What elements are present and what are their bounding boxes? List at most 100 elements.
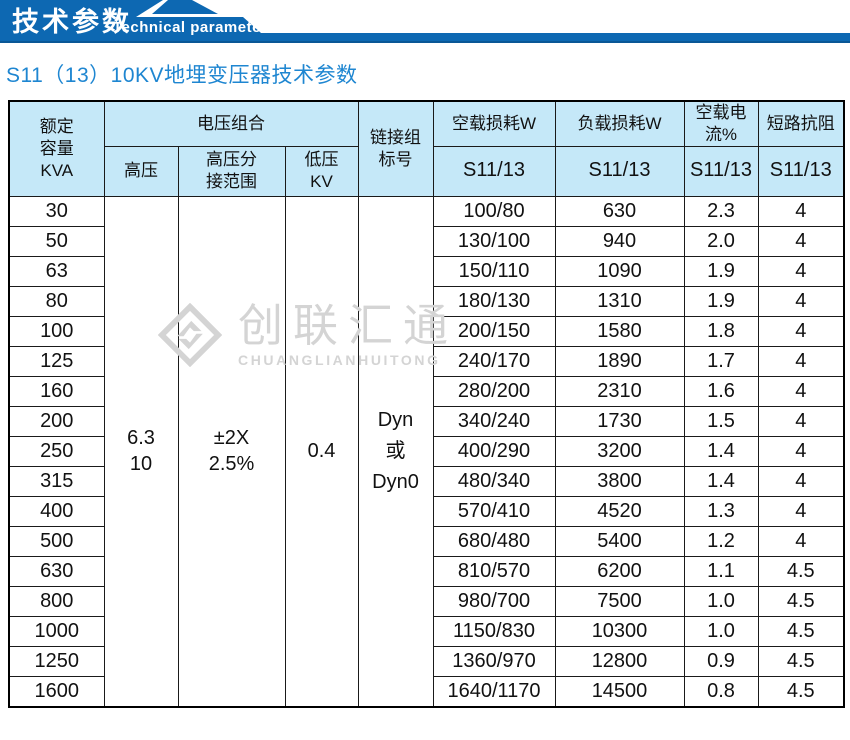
cell-impedance: 4.5 — [757, 555, 845, 587]
cell-kva: 125 — [8, 345, 105, 377]
header-row-1: 额定 容量 KVA 电压组合 链接组 标号 空载损耗W 负载损耗W 空载电流% … — [8, 100, 845, 197]
cell-no-load-current: 1.0 — [683, 615, 759, 647]
table-row: 500 680/480 5400 1.2 4 — [8, 525, 845, 557]
cell-no-load-current: 1.9 — [683, 255, 759, 287]
table-row: 80 180/130 1310 1.9 4 — [8, 285, 845, 317]
cell-kva: 63 — [8, 255, 105, 287]
banner-ribbon: 技术参数 Technical parameter — [0, 0, 850, 43]
header-voltage-combo: 电压组合 — [103, 100, 359, 147]
cell-kva: 1600 — [8, 675, 105, 707]
cell-impedance: 4 — [757, 345, 845, 377]
cell-kva: 500 — [8, 525, 105, 557]
table-row: 50 130/100 940 2.0 4 — [8, 225, 845, 257]
header-short-circuit: 短路抗阻 — [757, 100, 845, 147]
cell-no-load-current: 2.0 — [683, 225, 759, 257]
cell-load-loss: 12800 — [554, 645, 685, 677]
cell-load-loss: 3200 — [554, 435, 685, 467]
header-model-3: S11/13 — [683, 145, 759, 197]
table-row: 63 150/110 1090 1.9 4 — [8, 255, 845, 287]
header-model-2: S11/13 — [554, 145, 685, 197]
header-row-2: 高压 高压分 接范围 低压 KV S11/13 S11/13 S11/13 S1… — [9, 145, 845, 197]
cell-no-load-current: 1.4 — [683, 435, 759, 467]
cell-no-load-current: 1.3 — [683, 495, 759, 527]
table-row: 30 6.3 10 ±2X 2.5% 0.4 Dyn 或 Dyn0 100/80… — [8, 195, 845, 707]
cell-load-loss: 7500 — [554, 585, 685, 617]
table-row: 630 810/570 6200 1.1 4.5 — [8, 555, 845, 587]
cell-load-loss: 1310 — [554, 285, 685, 317]
header-model-4: S11/13 — [757, 145, 845, 197]
cell-kva: 250 — [8, 435, 105, 467]
cell-no-load-loss: 130/100 — [432, 225, 556, 257]
cell-impedance: 4.5 — [757, 615, 845, 647]
cell-impedance: 4 — [757, 435, 845, 467]
cell-no-load-current: 1.9 — [683, 285, 759, 317]
cell-impedance: 4 — [757, 255, 845, 287]
cell-impedance: 4 — [757, 225, 845, 257]
cell-no-load-loss: 150/110 — [432, 255, 556, 287]
cell-no-load-loss: 240/170 — [432, 345, 556, 377]
cell-kva: 400 — [8, 495, 105, 527]
header-model-1: S11/13 — [432, 145, 556, 197]
cell-load-loss: 1730 — [554, 405, 685, 437]
cell-no-load-loss: 280/200 — [432, 375, 556, 407]
cell-no-load-loss: 1640/1170 — [432, 675, 556, 707]
header-capacity: 额定 容量 KVA — [8, 100, 105, 197]
cell-impedance: 4 — [757, 315, 845, 347]
cell-no-load-loss: 200/150 — [432, 315, 556, 347]
header-lv: 低压 KV — [284, 145, 359, 197]
cell-no-load-loss: 980/700 — [432, 585, 556, 617]
cell-kva: 1000 — [8, 615, 105, 647]
cell-no-load-loss: 340/240 — [432, 405, 556, 437]
table-row: 800 980/700 7500 1.0 4.5 — [8, 585, 845, 617]
table-row: 200 340/240 1730 1.5 4 — [8, 405, 845, 437]
cell-kva: 30 — [8, 195, 105, 227]
cell-no-load-loss: 1150/830 — [432, 615, 556, 647]
header-no-load-loss: 空载损耗W — [432, 100, 556, 147]
banner: 技术参数 Technical parameter — [0, 0, 850, 46]
cell-kva: 315 — [8, 465, 105, 497]
cell-lv-merged: 0.4 — [284, 195, 359, 707]
cell-impedance: 4 — [757, 195, 845, 227]
cell-impedance: 4 — [757, 285, 845, 317]
cell-load-loss: 1890 — [554, 345, 685, 377]
cell-no-load-loss: 1360/970 — [432, 645, 556, 677]
cell-no-load-loss: 180/130 — [432, 285, 556, 317]
cell-kva: 80 — [8, 285, 105, 317]
cell-kva: 160 — [8, 375, 105, 407]
header-hv-tap: 高压分 接范围 — [177, 145, 286, 197]
cell-kva: 1250 — [8, 645, 105, 677]
table-row: 160 280/200 2310 1.6 4 — [8, 375, 845, 407]
cell-impedance: 4.5 — [757, 585, 845, 617]
table-row: 1600 1640/1170 14500 0.8 4.5 — [8, 675, 845, 707]
cell-impedance: 4 — [757, 405, 845, 437]
cell-hv-tap-merged: ±2X 2.5% — [177, 195, 286, 707]
cell-no-load-current: 1.1 — [683, 555, 759, 587]
cell-no-load-current: 1.7 — [683, 345, 759, 377]
cell-load-loss: 14500 — [554, 675, 685, 707]
cell-kva: 630 — [8, 555, 105, 587]
cell-no-load-loss: 480/340 — [432, 465, 556, 497]
cell-no-load-current: 1.5 — [683, 405, 759, 437]
banner-bar — [258, 33, 850, 41]
header-load-loss: 负载损耗W — [554, 100, 685, 147]
cell-load-loss: 6200 — [554, 555, 685, 587]
banner-title: 技术参数 — [12, 6, 132, 37]
cell-no-load-current: 0.8 — [683, 675, 759, 707]
cell-kva: 100 — [8, 315, 105, 347]
cell-kva: 50 — [8, 225, 105, 257]
cell-kva: 800 — [8, 585, 105, 617]
cell-load-loss: 3800 — [554, 465, 685, 497]
cell-no-load-loss: 100/80 — [432, 195, 556, 227]
cell-no-load-current: 2.3 — [683, 195, 759, 227]
cell-load-loss: 630 — [554, 195, 685, 227]
cell-load-loss: 1580 — [554, 315, 685, 347]
cell-no-load-current: 1.8 — [683, 315, 759, 347]
cell-load-loss: 2310 — [554, 375, 685, 407]
cell-load-loss: 940 — [554, 225, 685, 257]
header-hv: 高压 — [103, 145, 179, 197]
cell-load-loss: 1090 — [554, 255, 685, 287]
header-link-group: 链接组 标号 — [357, 100, 434, 197]
table-row: 400 570/410 4520 1.3 4 — [8, 495, 845, 527]
cell-no-load-current: 1.4 — [683, 465, 759, 497]
cell-link-group-merged: Dyn 或 Dyn0 — [357, 195, 434, 707]
